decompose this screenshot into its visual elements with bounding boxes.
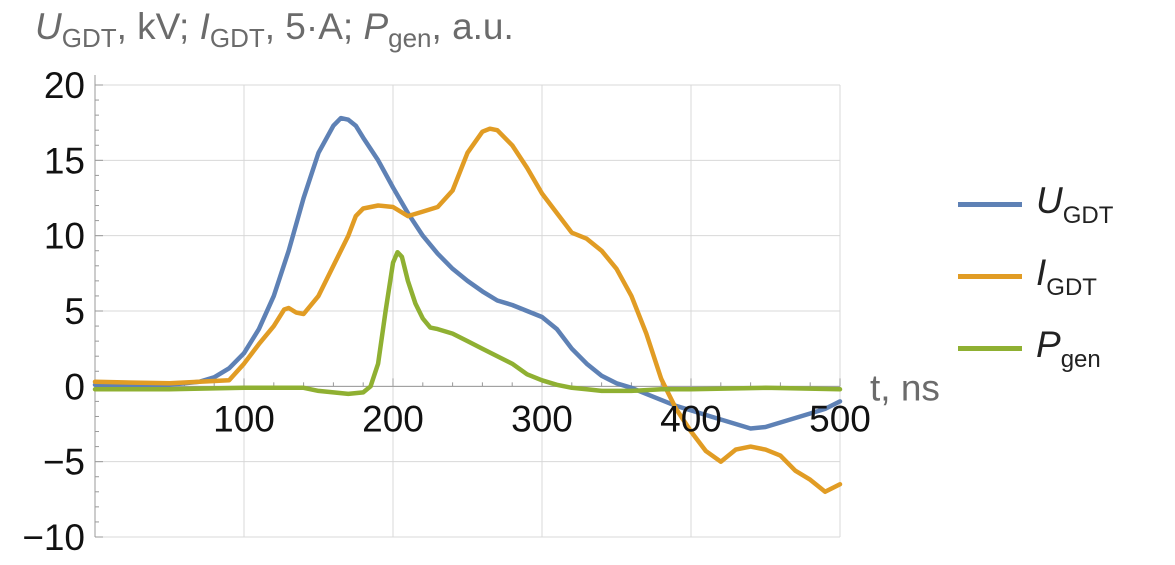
x-tick-label-200: 200 [362, 398, 424, 439]
y-label-p-suffix: , a.u. [431, 6, 514, 47]
y-label-i-suffix: , 5·A; [264, 6, 364, 47]
legend-label-p-gen: Pgen [1036, 324, 1101, 374]
y-label-u: U [35, 6, 62, 47]
y-axis-label: UGDT, kV; IGDT, 5·A; Pgen, a.u. [35, 6, 514, 54]
legend-u-main: U [1036, 180, 1063, 221]
x-tick-label-100: 100 [213, 398, 275, 439]
legend-label-u-gdt: UGDT [1036, 180, 1113, 230]
y-tick-label--5: −5 [43, 442, 85, 483]
y-tick-label-10: 10 [44, 216, 85, 257]
y-label-i-sub: GDT [209, 23, 265, 53]
x-tick-label-400: 400 [660, 398, 722, 439]
y-tick-label--10: −10 [22, 517, 85, 558]
y-tick-label-15: 15 [44, 140, 85, 181]
legend-swatch-p-gen [958, 346, 1022, 351]
y-tick-label-20: 20 [44, 65, 85, 106]
legend-swatch-i-gdt [958, 274, 1022, 279]
tick-labels: 100 200 300 400 500 −10 −5 0 5 10 15 20 t, ns [22, 65, 940, 558]
series-lines [92, 115, 843, 495]
axes [94, 75, 841, 538]
legend-label-i-gdt: IGDT [1036, 252, 1097, 302]
y-tick-label-0: 0 [64, 366, 85, 407]
legend-u-sub: GDT [1062, 202, 1114, 229]
y-label-u-sub: GDT [61, 23, 117, 53]
x-tick-label-300: 300 [511, 398, 573, 439]
legend-i-main: I [1036, 252, 1047, 293]
y-tick-label-5: 5 [64, 291, 85, 332]
y-label-p-sub: gen [388, 23, 432, 53]
series-line-0 [92, 115, 843, 431]
x-tick-label-500: 500 [809, 398, 871, 439]
x-axis-label: t, ns [870, 367, 940, 408]
legend-p-main: P [1036, 324, 1061, 365]
y-label-u-suffix: , kV; [116, 6, 200, 47]
legend-p-sub: gen [1060, 346, 1101, 373]
y-label-p: P [363, 6, 389, 47]
y-label-i: I [199, 6, 210, 47]
series-line-2 [92, 249, 843, 397]
series-line-1 [92, 126, 843, 495]
legend-i-sub: GDT [1046, 274, 1097, 301]
legend-swatch-u-gdt [958, 202, 1022, 207]
